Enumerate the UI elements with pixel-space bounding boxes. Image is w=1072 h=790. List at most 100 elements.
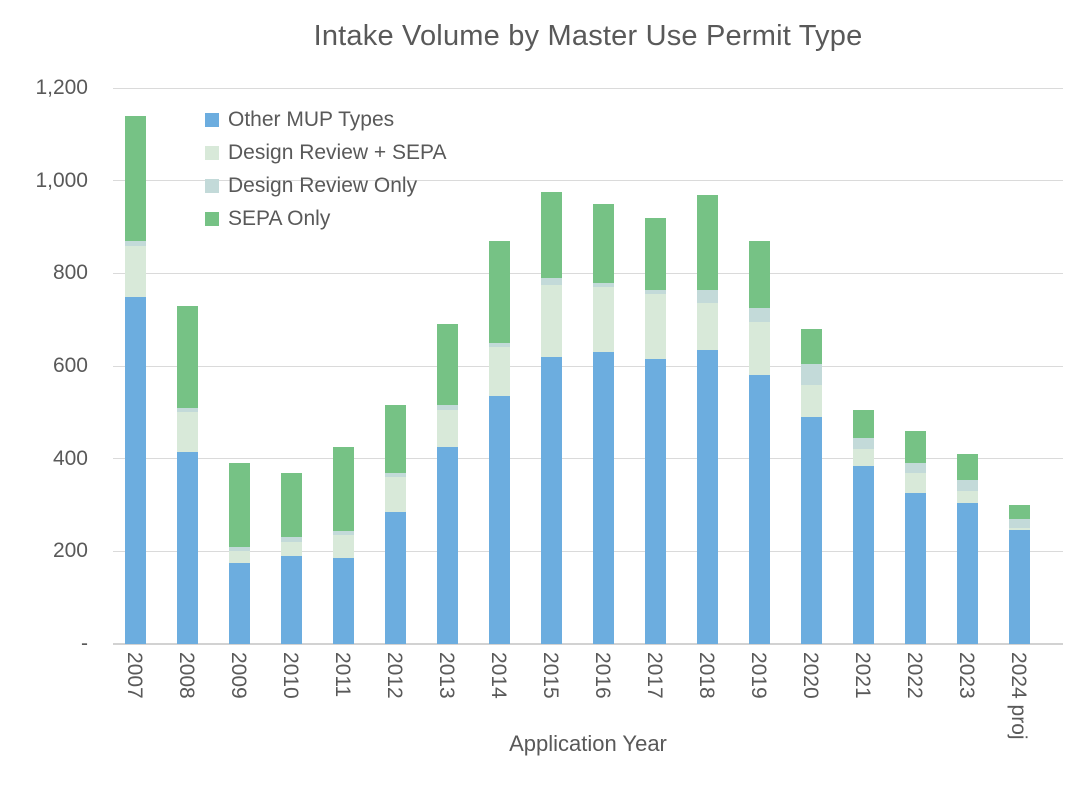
- y-axis-tick-label: 200: [52, 539, 88, 563]
- x-axis-tick-label: 2012: [383, 652, 406, 699]
- legend-swatch-icon: [205, 179, 219, 193]
- x-axis-line: [113, 643, 1063, 645]
- gridline: [113, 365, 1063, 367]
- bar-segment: [488, 240, 510, 343]
- bar-segment: [956, 454, 978, 480]
- bar-2022: [904, 430, 926, 644]
- legend-item: Other MUP Types: [205, 107, 446, 133]
- x-axis-tick-label: 2020: [799, 652, 822, 699]
- x-axis-tick-label: 2018: [695, 652, 718, 699]
- bar-segment: [124, 115, 146, 241]
- bar-segment: [696, 289, 718, 304]
- legend-label: Design Review + SEPA: [228, 141, 447, 164]
- bar-segment: [904, 472, 926, 494]
- bar-segment: [644, 289, 666, 295]
- x-axis-tick-label: 2016: [591, 652, 614, 699]
- gridline: [113, 180, 1063, 182]
- bar-segment: [488, 342, 510, 348]
- bar-segment: [384, 511, 406, 644]
- bar-segment: [280, 472, 302, 538]
- bar-2013: [436, 324, 458, 644]
- bar-2023: [956, 454, 978, 644]
- bar-2020: [800, 328, 822, 644]
- bar-segment: [540, 192, 562, 278]
- bar-segment: [1008, 505, 1030, 519]
- bar-segment: [124, 296, 146, 644]
- bar-segment: [852, 410, 874, 438]
- bar-segment: [904, 493, 926, 644]
- bar-2024-proj: [1008, 505, 1030, 644]
- y-axis-tick-label: 600: [52, 354, 88, 377]
- legend-swatch-icon: [205, 212, 219, 226]
- legend-label: Design Review Only: [228, 174, 418, 197]
- bar-2007: [124, 115, 146, 644]
- bar-2019: [748, 240, 770, 644]
- x-axis-tick-label: 2014: [487, 652, 510, 699]
- bar-segment: [280, 537, 302, 543]
- bar-segment: [332, 558, 354, 644]
- bar-segment: [800, 416, 822, 644]
- x-axis-tick-label: 2023: [955, 652, 978, 699]
- legend-swatch-icon: [205, 146, 219, 160]
- bar-segment: [228, 562, 250, 644]
- x-axis-tick-label: 2009: [227, 652, 250, 699]
- y-axis-tick-label: 400: [52, 446, 88, 470]
- bar-segment: [956, 491, 978, 503]
- y-axis-tick-label: 800: [52, 261, 88, 285]
- x-axis-title: Application Year: [509, 731, 667, 756]
- bar-segment: [384, 405, 406, 473]
- bar-segment: [748, 322, 770, 376]
- bar-segment: [592, 282, 614, 288]
- bar-2014: [488, 240, 510, 644]
- bar-segment: [644, 359, 666, 644]
- bar-segment: [852, 449, 874, 466]
- bar-segment: [332, 535, 354, 559]
- bar-segment: [748, 240, 770, 309]
- bar-segment: [904, 430, 926, 464]
- x-axis-tick-label: 2021: [851, 652, 874, 699]
- gridline: [113, 272, 1063, 274]
- bar-segment: [176, 407, 198, 413]
- bar-segment: [852, 465, 874, 644]
- bar-segment: [644, 217, 666, 290]
- gridline: [113, 458, 1063, 460]
- bar-2010: [280, 472, 302, 644]
- gridline: [113, 550, 1063, 552]
- legend-item: Design Review + SEPA: [205, 140, 446, 166]
- bar-2008: [176, 305, 198, 644]
- bar-2011: [332, 447, 354, 644]
- y-axis-tick-label: 1,200: [35, 76, 88, 99]
- bar-segment: [1008, 518, 1030, 529]
- bar-segment: [800, 363, 822, 385]
- x-axis-tick-label: 2011: [331, 652, 354, 698]
- bar-2016: [592, 203, 614, 644]
- bar-segment: [540, 277, 562, 285]
- bar-segment: [176, 451, 198, 644]
- bar-2012: [384, 405, 406, 644]
- bar-segment: [280, 542, 302, 556]
- bar-segment: [592, 287, 614, 353]
- bar-segment: [436, 324, 458, 406]
- legend-item: Design Review Only: [205, 173, 446, 199]
- legend-label: SEPA Only: [228, 207, 331, 230]
- bar-segment: [332, 447, 354, 531]
- bar-segment: [384, 472, 406, 478]
- bar-segment: [852, 437, 874, 450]
- y-axis-tick-label: -: [81, 632, 88, 655]
- bar-segment: [748, 308, 770, 322]
- x-axis-tick-label: 2015: [539, 652, 562, 699]
- bar-segment: [384, 477, 406, 512]
- bar-segment: [436, 447, 458, 644]
- bar-segment: [124, 240, 146, 246]
- bar-segment: [1008, 528, 1030, 531]
- bar-segment: [696, 303, 718, 350]
- legend: Other MUP Types Design Review + SEPA Desig…: [205, 107, 446, 232]
- bar-segment: [436, 405, 458, 411]
- bar-segment: [748, 375, 770, 644]
- bar-segment: [592, 203, 614, 283]
- bar-2018: [696, 194, 718, 644]
- bar-segment: [540, 356, 562, 644]
- bar-segment: [228, 551, 250, 563]
- bar-segment: [904, 463, 926, 473]
